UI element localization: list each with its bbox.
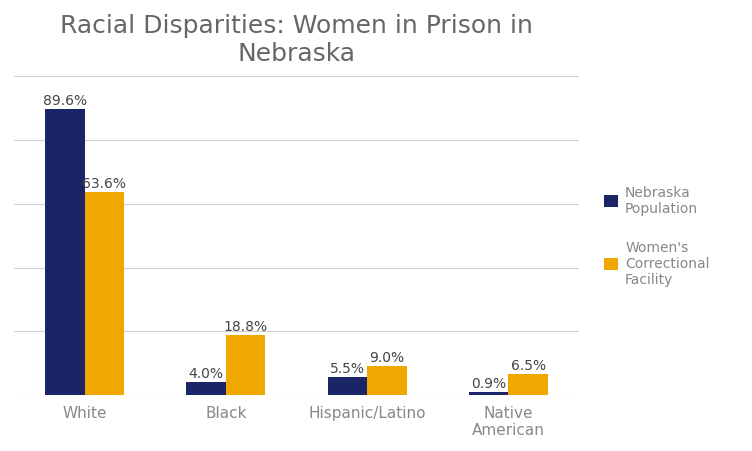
Bar <box>468 392 508 395</box>
Bar <box>45 110 84 395</box>
Bar <box>328 377 367 395</box>
Bar <box>508 374 548 395</box>
Bar <box>226 336 265 395</box>
Text: 5.5%: 5.5% <box>330 361 365 375</box>
Text: 63.6%: 63.6% <box>82 176 126 190</box>
Text: 89.6%: 89.6% <box>43 94 86 108</box>
Text: 18.8%: 18.8% <box>223 319 268 333</box>
Text: 9.0%: 9.0% <box>369 350 405 364</box>
Bar <box>84 193 124 395</box>
Text: 0.9%: 0.9% <box>471 376 506 390</box>
Text: 6.5%: 6.5% <box>511 358 546 372</box>
Title: Racial Disparities: Women in Prison in
Nebraska: Racial Disparities: Women in Prison in N… <box>60 14 533 65</box>
Text: 4.0%: 4.0% <box>189 366 223 380</box>
Legend: Nebraska
Population, Women's
Correctional
Facility: Nebraska Population, Women's Correctiona… <box>597 179 717 294</box>
Bar <box>367 367 407 395</box>
Bar <box>186 382 226 395</box>
